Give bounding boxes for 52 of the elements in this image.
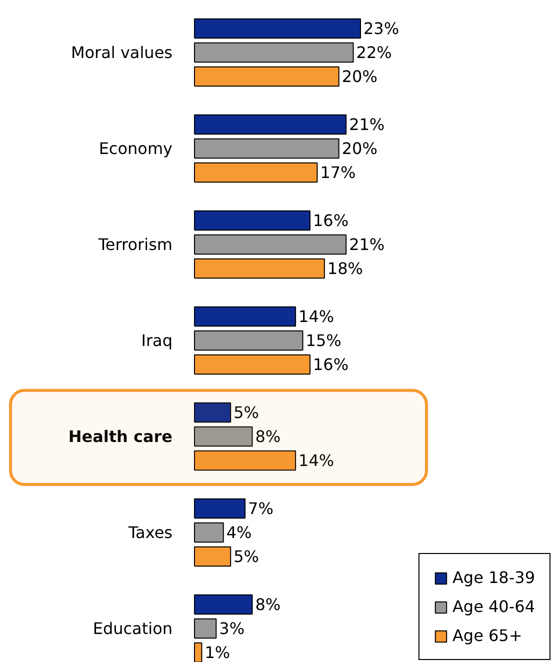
data-label: 7% [248,499,274,518]
data-label: 15% [306,331,342,350]
bar [194,234,347,255]
bar [194,546,232,567]
bar [194,330,304,351]
bar [194,642,202,662]
data-label: 16% [312,355,349,374]
legend-label: Age 18-39 [452,568,535,587]
bar [194,42,354,63]
data-label: 1% [204,643,230,662]
bar [194,162,318,183]
bar [194,522,224,543]
y-tick-label: Education [92,619,172,638]
bar [194,402,232,423]
bar [194,426,253,447]
y-tick-label: Health care [68,427,173,446]
legend-label: Age 65+ [452,626,522,645]
y-tick-label: Terrorism [97,235,172,254]
y-tick-label: Economy [98,139,173,158]
data-label: 5% [234,547,259,566]
bar [194,66,340,87]
data-label: 23% [364,19,400,38]
data-label: 14% [298,307,334,326]
data-label: 8% [255,595,281,614]
data-label: 18% [327,259,363,278]
data-label: 21% [349,115,385,134]
y-tick-label: Taxes [127,523,173,542]
bar [194,450,296,471]
y-tick-label: Iraq [141,331,173,350]
data-label: 17% [320,163,356,182]
bar [194,354,310,375]
bar [194,210,310,231]
data-label: 20% [342,67,378,86]
data-label: 5% [234,403,259,422]
bar [194,498,246,519]
legend-label: Age 40-64 [452,597,535,616]
data-label: 8% [255,427,281,446]
bar [194,138,340,159]
bar [194,258,325,279]
data-label: 21% [349,235,385,254]
data-label: 22% [356,43,392,62]
data-label: 4% [226,523,252,542]
bar [194,306,296,327]
bar [194,18,361,39]
bar [194,114,347,135]
bar [194,618,217,639]
data-label: 3% [219,619,245,638]
y-tick-label: Moral values [70,43,172,62]
data-label: 20% [342,139,378,158]
data-label: 16% [312,211,349,230]
bar [194,594,253,615]
data-label: 14% [298,451,334,470]
